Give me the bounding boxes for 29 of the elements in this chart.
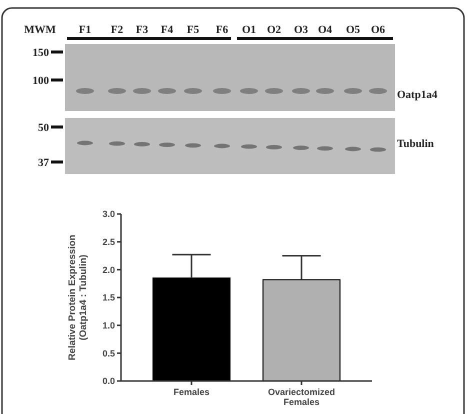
text: 37 (38, 157, 50, 169)
y-tick-label: 1.5 (102, 292, 115, 303)
y-tick-label: 0.0 (102, 376, 115, 386)
text: F6 (216, 24, 229, 36)
text: F2 (110, 24, 124, 36)
y-axis-title: Relative Protein Expression (Oatp1a4 : Tubulin) (67, 234, 89, 360)
text: F3 (136, 24, 149, 36)
text: 150 (32, 47, 50, 59)
y-tick-label: 2.0 (102, 264, 115, 275)
y-tick-label: 0.5 (102, 348, 115, 358)
y-tick-label: 2.5 (102, 236, 115, 247)
text: MWM (24, 24, 56, 36)
text: F1 (78, 24, 92, 36)
text: 50 (38, 122, 50, 134)
y-tick-label: 3.0 (102, 209, 115, 220)
text: 100 (32, 75, 50, 87)
x-tick-label: Ovariectomized Females (268, 387, 336, 407)
text: O6 (370, 24, 386, 36)
text: O2 (266, 24, 282, 36)
text: F5 (186, 24, 200, 36)
text: Oatp1a4 (397, 89, 438, 101)
x-tick-label: Females (173, 387, 210, 397)
text: O4 (318, 24, 333, 36)
text: F4 (160, 24, 174, 36)
text: O1 (242, 24, 256, 36)
y-tick-label: 1.0 (102, 320, 115, 330)
text: Tubulin (397, 138, 434, 150)
text: O3 (294, 24, 309, 36)
text: O5 (346, 24, 361, 36)
